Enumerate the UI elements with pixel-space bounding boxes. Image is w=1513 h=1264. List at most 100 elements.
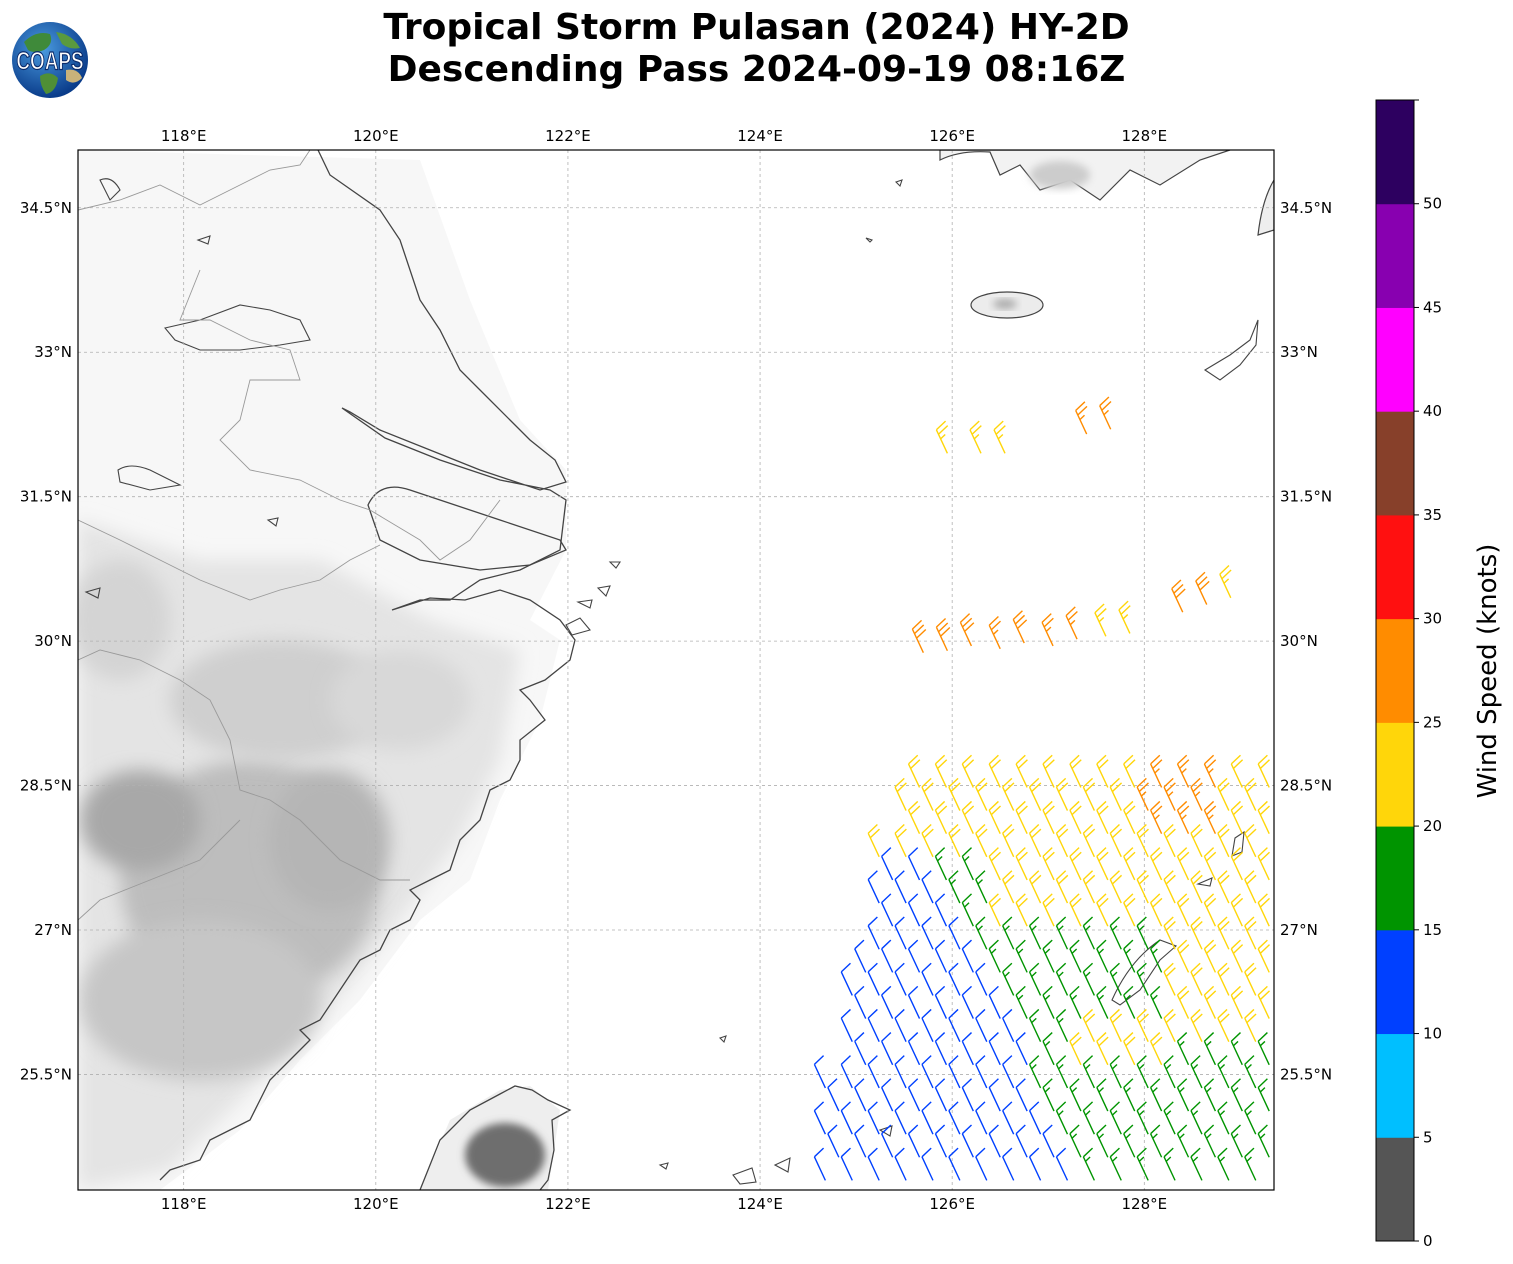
wind-barb xyxy=(1217,962,1230,996)
wind-barb xyxy=(1230,754,1244,788)
lat-tick-label: 30°N xyxy=(1280,632,1318,650)
wind-barb xyxy=(1244,1101,1257,1135)
wind-barb xyxy=(1015,847,1028,881)
wind-barb xyxy=(1096,939,1109,973)
wind-barb xyxy=(1149,847,1163,881)
wind-barb xyxy=(1042,1032,1055,1066)
wind-barb xyxy=(1082,1101,1095,1135)
wind-barb xyxy=(1028,962,1042,996)
wind-barb xyxy=(1082,1008,1096,1042)
wind-barb xyxy=(1109,1055,1122,1089)
wind-barb xyxy=(1069,985,1082,1019)
wind-barb xyxy=(1123,893,1136,927)
wind-barb xyxy=(948,824,961,858)
wind-barb xyxy=(1163,916,1176,950)
wind-barb xyxy=(1042,800,1055,834)
wind-barb xyxy=(1244,1147,1257,1181)
wind-barb xyxy=(961,800,975,834)
wind-barb xyxy=(840,1101,853,1135)
wind-barb xyxy=(907,985,921,1019)
wind-barb xyxy=(1015,939,1028,973)
wind-barb xyxy=(1069,847,1082,881)
wind-barb xyxy=(854,939,867,973)
wind-barb xyxy=(1190,962,1203,996)
gridlines xyxy=(78,150,1274,1190)
wind-barb xyxy=(907,939,921,973)
wind-barb xyxy=(1069,893,1082,927)
lon-tick-label: 122°E xyxy=(545,127,591,145)
wind-barb xyxy=(1123,939,1136,973)
wind-barb xyxy=(1176,754,1190,788)
wind-barb xyxy=(854,1078,867,1112)
wind-barb xyxy=(1149,939,1163,973)
wind-barb xyxy=(1123,754,1136,788)
wind-barb xyxy=(1203,985,1217,1019)
wind-barb xyxy=(1217,1008,1230,1042)
wind-barb xyxy=(840,962,853,996)
colorbar-tick-label: 35 xyxy=(1423,506,1442,524)
wind-barb xyxy=(1190,1101,1203,1135)
wind-barb xyxy=(1217,870,1230,904)
wind-barb xyxy=(1217,916,1230,950)
wind-barb xyxy=(1257,754,1270,788)
wind-barb xyxy=(1244,962,1257,996)
wind-barb xyxy=(1002,1147,1015,1181)
wind-barb xyxy=(1096,1032,1109,1066)
wind-barb xyxy=(907,847,921,881)
wind-barb xyxy=(867,962,880,996)
wind-barb xyxy=(867,824,880,858)
wind-barb xyxy=(1149,985,1163,1019)
wind-barb xyxy=(1002,1101,1015,1135)
wind-barb xyxy=(854,985,867,1019)
wind-barb xyxy=(881,847,894,881)
wind-barb xyxy=(1028,824,1042,858)
wind-barb xyxy=(1230,847,1244,881)
wind-barb xyxy=(1257,1032,1270,1066)
wind-barb xyxy=(1123,800,1136,834)
colorbar-tick-label: 30 xyxy=(1423,610,1442,628)
wind-barb xyxy=(1082,1147,1095,1181)
colorbar-bin xyxy=(1376,514,1414,620)
wind-barb xyxy=(867,916,880,950)
wind-barb xyxy=(988,754,1002,788)
wind-barb xyxy=(1109,962,1122,996)
wind-barb xyxy=(1096,754,1109,788)
wind-barb xyxy=(1015,1124,1028,1158)
colorbar-tick-label: 15 xyxy=(1423,921,1442,939)
wind-barb xyxy=(854,1032,867,1066)
wind-barb xyxy=(1136,824,1149,858)
wind-barb xyxy=(1230,1032,1243,1066)
wind-barb xyxy=(988,985,1001,1019)
wind-barb xyxy=(854,1124,867,1158)
lon-ticks-top: 118°E 120°E 122°E 124°E 126°E 128°E xyxy=(161,127,1167,145)
wind-barb xyxy=(961,939,974,973)
wind-barb xyxy=(813,1055,827,1089)
wind-barb xyxy=(1002,777,1015,811)
terrain-mainland xyxy=(78,150,566,1190)
lat-tick-label: 34.5°N xyxy=(1280,199,1332,217)
wind-barb xyxy=(1123,1032,1136,1066)
wind-barb xyxy=(1096,847,1109,881)
lon-tick-label: 126°E xyxy=(929,1195,975,1213)
wind-barb xyxy=(1136,777,1149,811)
wind-barb xyxy=(1069,1032,1082,1066)
wind-barb xyxy=(1075,401,1088,435)
wind-barb xyxy=(1069,939,1082,973)
wind-barb xyxy=(988,800,1002,834)
wind-barbs xyxy=(813,396,1270,1181)
wind-barb xyxy=(975,1147,988,1181)
wind-barb xyxy=(1190,1008,1203,1042)
wind-barb xyxy=(881,1032,894,1066)
wind-barb xyxy=(993,420,1006,454)
wind-barb xyxy=(921,962,934,996)
wind-barb xyxy=(975,777,988,811)
wind-barb xyxy=(934,800,948,834)
wind-barb xyxy=(1190,1147,1203,1181)
wind-barb xyxy=(1082,916,1095,950)
wind-barb xyxy=(867,870,880,904)
wind-barb xyxy=(1109,1008,1123,1042)
wind-barb xyxy=(894,1055,907,1089)
wind-barb xyxy=(961,847,974,881)
wind-barb xyxy=(813,1101,827,1135)
